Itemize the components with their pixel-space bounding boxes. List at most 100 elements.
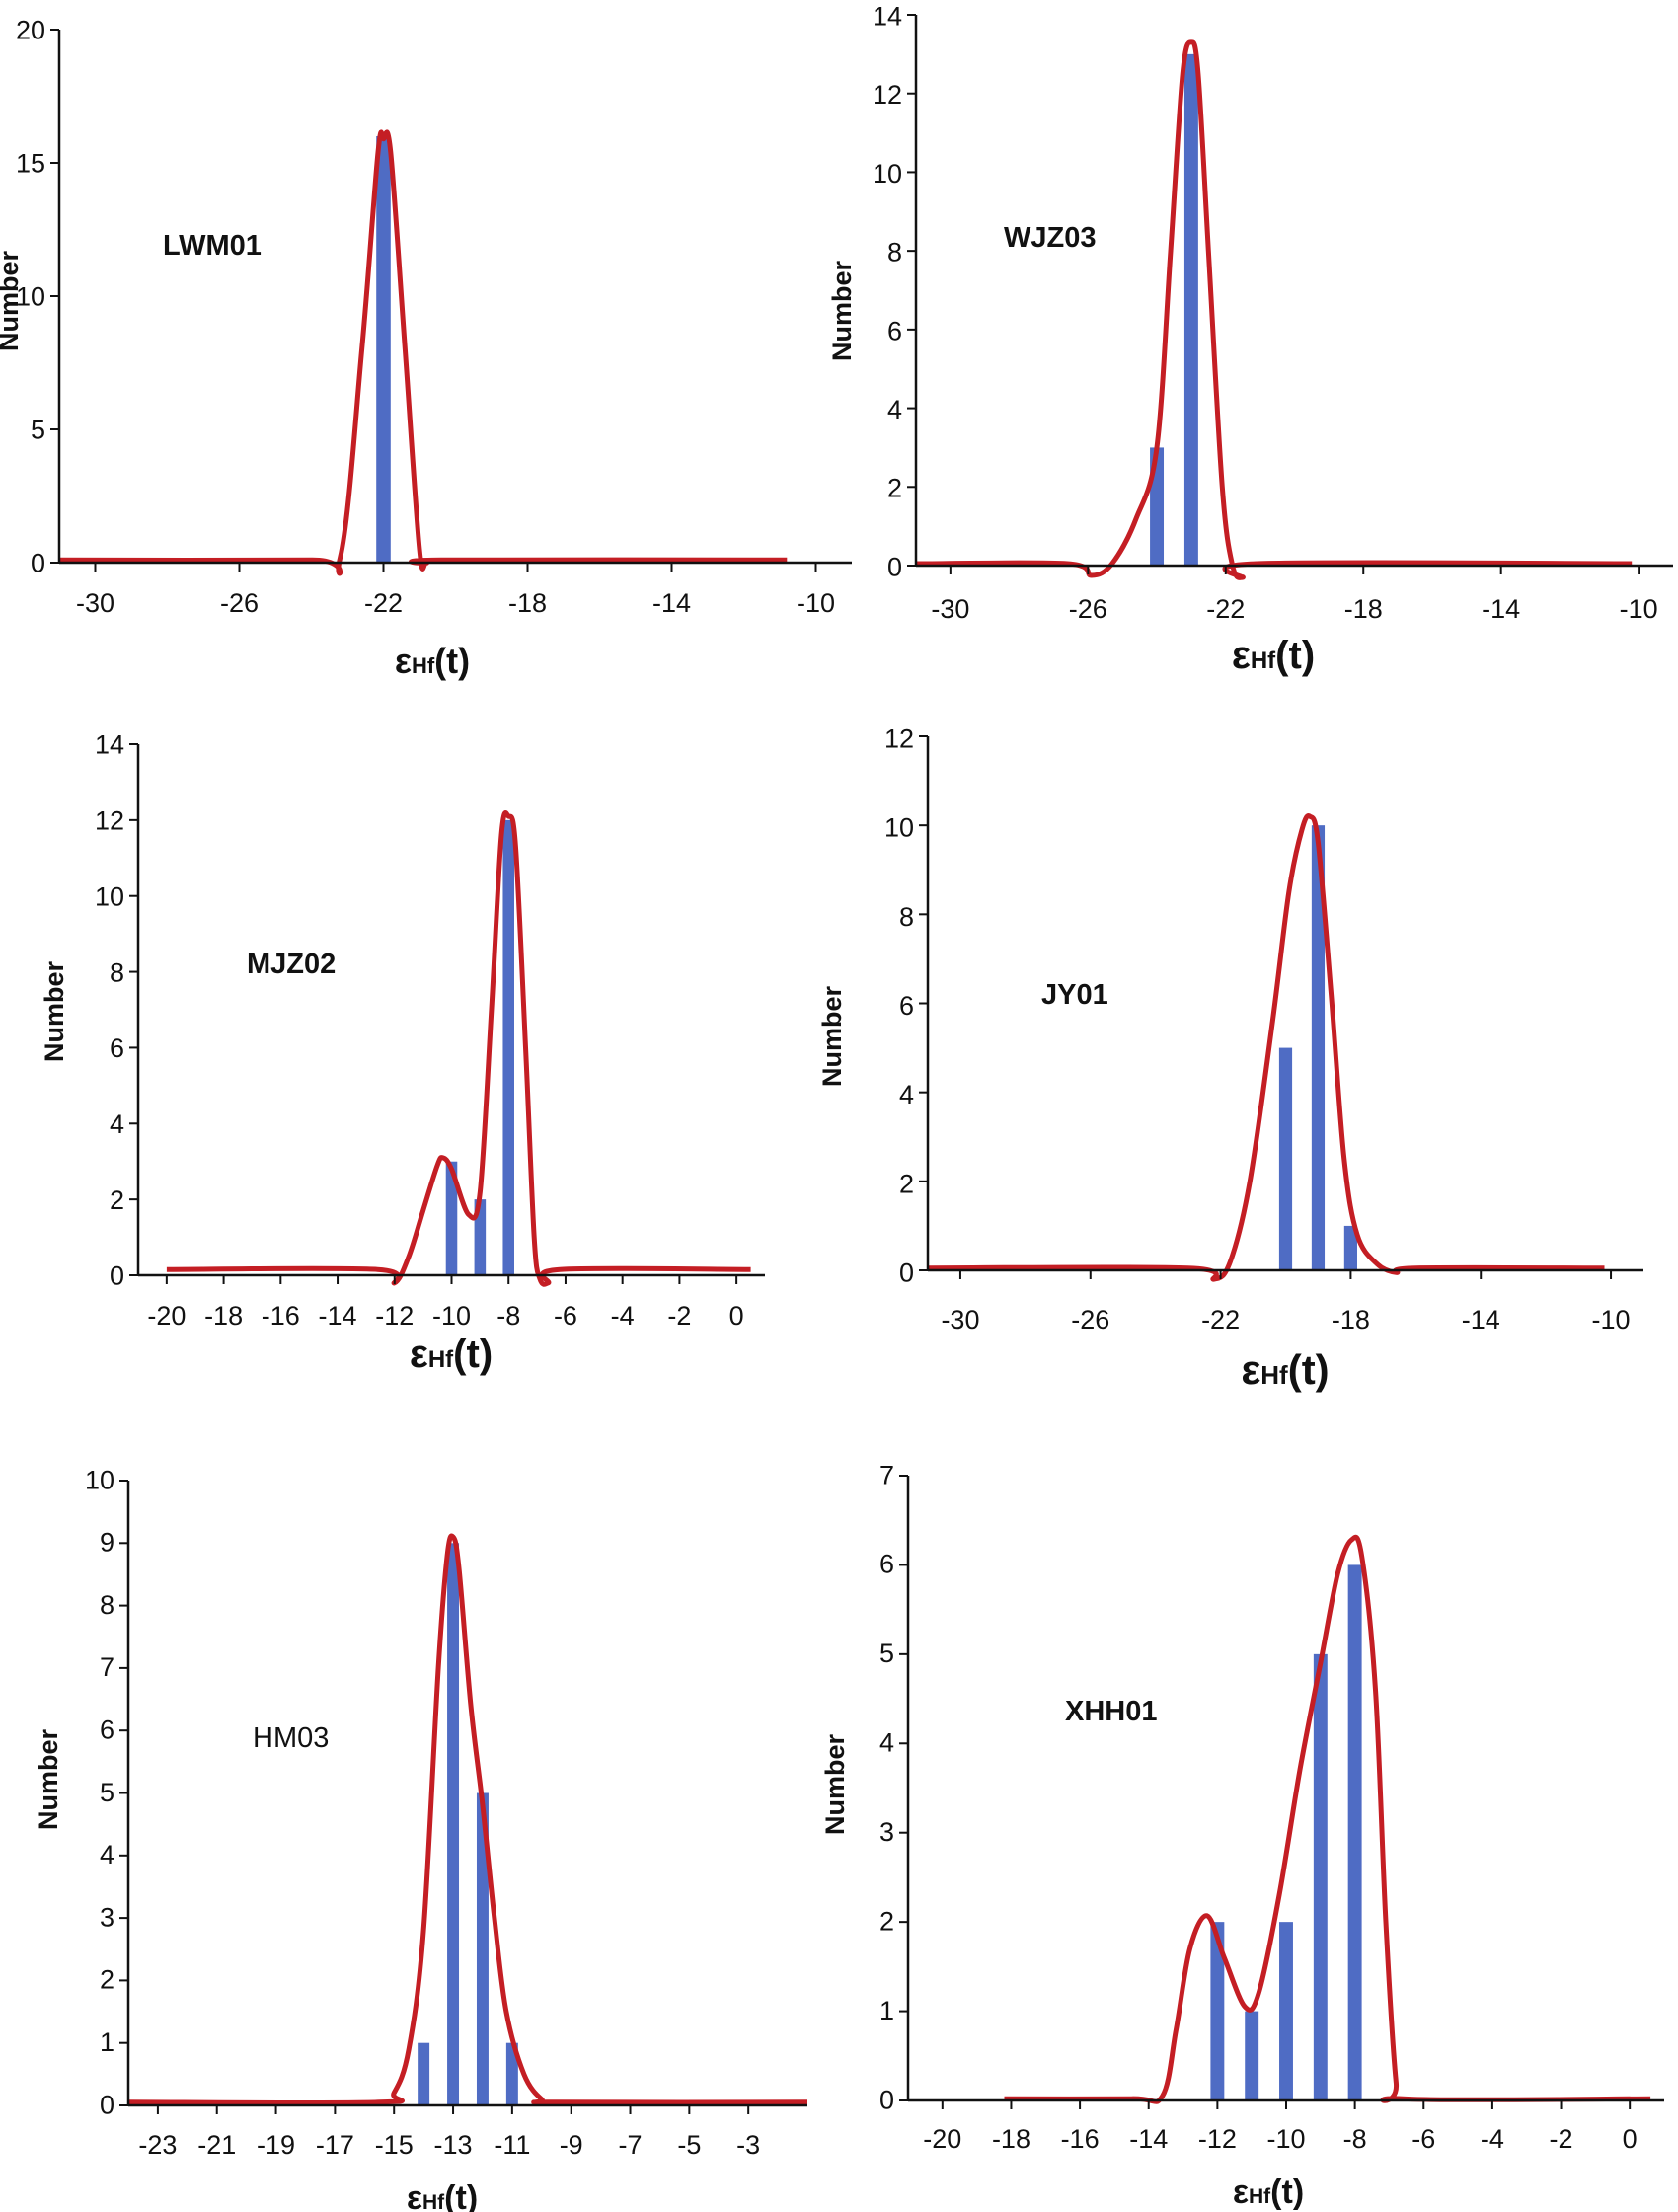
y-tick-label: 8 bbox=[887, 238, 902, 267]
y-tick-label: 10 bbox=[884, 813, 914, 843]
x-tick-label: -7 bbox=[619, 2130, 643, 2160]
y-tick-label: 2 bbox=[879, 1906, 894, 1936]
x-axis-label: εHf(t) bbox=[1241, 1346, 1329, 1393]
y-tick-label: 5 bbox=[100, 1778, 114, 1807]
y-tick-label: 10 bbox=[85, 1465, 114, 1494]
y-tick-label: 7 bbox=[100, 1652, 114, 1682]
y-tick-label: 5 bbox=[879, 1639, 894, 1668]
x-axis-label-suffix: (t) bbox=[1270, 2174, 1304, 2211]
x-tick-label: -14 bbox=[1482, 594, 1520, 624]
y-tick-label: 14 bbox=[95, 730, 124, 760]
y-tick-label: 8 bbox=[899, 902, 914, 932]
density-curve bbox=[127, 1533, 808, 2106]
y-tick-label: 12 bbox=[873, 80, 902, 110]
y-axis-label: Number bbox=[817, 986, 847, 1088]
bar bbox=[1278, 1047, 1293, 1270]
x-tick-label: -16 bbox=[262, 1301, 300, 1331]
x-tick-label: -13 bbox=[434, 2130, 473, 2160]
y-tick-label: 8 bbox=[110, 957, 124, 987]
y-tick-label: 4 bbox=[887, 395, 902, 424]
y-tick-label: 4 bbox=[100, 1840, 114, 1869]
bar bbox=[1245, 2011, 1259, 2100]
panel-hm03: -23 -21 -19 -17 -15 -13 -11 -9 -7 -5 -3 0 1 2 3 4 5 6 7 8 9 1… bbox=[34, 1465, 808, 2212]
x-axis-label-suffix: (t) bbox=[453, 1333, 493, 1376]
density-curve bbox=[166, 810, 751, 1287]
x-tick-label: -18 bbox=[204, 1301, 243, 1331]
y-tick-label: 0 bbox=[899, 1259, 914, 1288]
x-tick-label: -10 bbox=[797, 588, 835, 618]
y-tick-label: 12 bbox=[95, 806, 124, 836]
bar bbox=[1210, 1922, 1225, 2100]
y-tick-label: 6 bbox=[899, 991, 914, 1021]
x-tick-label: -26 bbox=[1071, 1305, 1109, 1335]
y-tick-label: 9 bbox=[100, 1528, 114, 1558]
y-tick-label: 5 bbox=[31, 416, 45, 445]
x-tick-label: -22 bbox=[1201, 1305, 1240, 1335]
x-tick-label: -23 bbox=[138, 2130, 177, 2160]
bar bbox=[505, 2042, 518, 2105]
y-tick-label: 6 bbox=[879, 1550, 894, 1579]
y-tick-label: 0 bbox=[31, 549, 45, 578]
x-axis-label-suffix: (t) bbox=[1275, 634, 1315, 677]
x-axis-label-subscript: Hf bbox=[412, 653, 435, 678]
y-tick-label: 1 bbox=[100, 2027, 114, 2057]
sample-label: XHH01 bbox=[1065, 1696, 1158, 1727]
bar bbox=[376, 136, 391, 563]
x-tick-label: -18 bbox=[1332, 1305, 1370, 1335]
bar bbox=[1311, 825, 1326, 1270]
y-tick-label: 2 bbox=[899, 1169, 914, 1198]
x-tick-label: -11 bbox=[494, 2130, 530, 2160]
x-tick-label: -10 bbox=[432, 1301, 471, 1331]
x-tick-label: 0 bbox=[729, 1301, 744, 1331]
x-tick-label: -4 bbox=[1481, 2124, 1504, 2154]
y-axis-label: Number bbox=[820, 1734, 850, 1836]
y-tick-label: 4 bbox=[879, 1728, 894, 1758]
y-tick-label: 15 bbox=[16, 149, 45, 179]
y-axis-label: Number bbox=[34, 1729, 63, 1831]
x-tick-label: -18 bbox=[1344, 594, 1383, 624]
y-tick-label: 8 bbox=[100, 1590, 114, 1620]
density-curve bbox=[58, 129, 788, 576]
density-curve bbox=[915, 39, 1633, 580]
x-tick-label: -12 bbox=[375, 1301, 414, 1331]
x-tick-label: -3 bbox=[736, 2130, 760, 2160]
sample-label: MJZ02 bbox=[247, 949, 336, 980]
x-tick-label: 0 bbox=[1623, 2124, 1638, 2154]
x-tick-label: -6 bbox=[1411, 2124, 1435, 2154]
y-tick-label: 4 bbox=[110, 1109, 124, 1139]
x-axis-label-subscript: Hf bbox=[1260, 1360, 1288, 1390]
x-tick-label: -26 bbox=[1069, 594, 1107, 624]
bar bbox=[476, 1792, 489, 2105]
x-tick-label: -19 bbox=[257, 2130, 295, 2160]
x-tick-label: -8 bbox=[496, 1301, 520, 1331]
bar bbox=[445, 1161, 458, 1275]
x-axis-label-subscript: Hf bbox=[1251, 648, 1276, 674]
y-tick-label: 0 bbox=[887, 552, 902, 581]
x-tick-label: -8 bbox=[1343, 2124, 1367, 2154]
x-tick-label: -2 bbox=[1550, 2124, 1573, 2154]
bar bbox=[418, 2042, 430, 2105]
density-curve bbox=[1004, 1534, 1651, 2104]
y-tick-label: 2 bbox=[110, 1185, 124, 1215]
y-tick-label: 20 bbox=[16, 16, 45, 45]
sample-label: JY01 bbox=[1041, 979, 1108, 1011]
x-axis-label: εHf(t) bbox=[1233, 2174, 1304, 2211]
x-tick-label: -6 bbox=[554, 1301, 577, 1331]
density-curve bbox=[927, 813, 1605, 1282]
x-tick-label: -22 bbox=[1206, 594, 1245, 624]
x-tick-label: -30 bbox=[931, 594, 969, 624]
y-tick-label: 1 bbox=[879, 1996, 894, 2025]
y-tick-label: 7 bbox=[879, 1460, 894, 1489]
x-axis-label: εHf(t) bbox=[395, 641, 470, 681]
x-tick-label: -14 bbox=[1462, 1305, 1500, 1335]
y-tick-label: 2 bbox=[887, 474, 902, 503]
x-axis-label-subscript: Hf bbox=[1249, 2185, 1271, 2208]
x-axis-label-suffix: (t) bbox=[1288, 1346, 1330, 1393]
x-axis-label-symbol: ε bbox=[410, 1333, 428, 1376]
y-tick-label: 0 bbox=[100, 2090, 114, 2119]
x-axis-label-symbol: ε bbox=[407, 2179, 422, 2212]
x-axis-label: εHf(t) bbox=[407, 2179, 478, 2212]
